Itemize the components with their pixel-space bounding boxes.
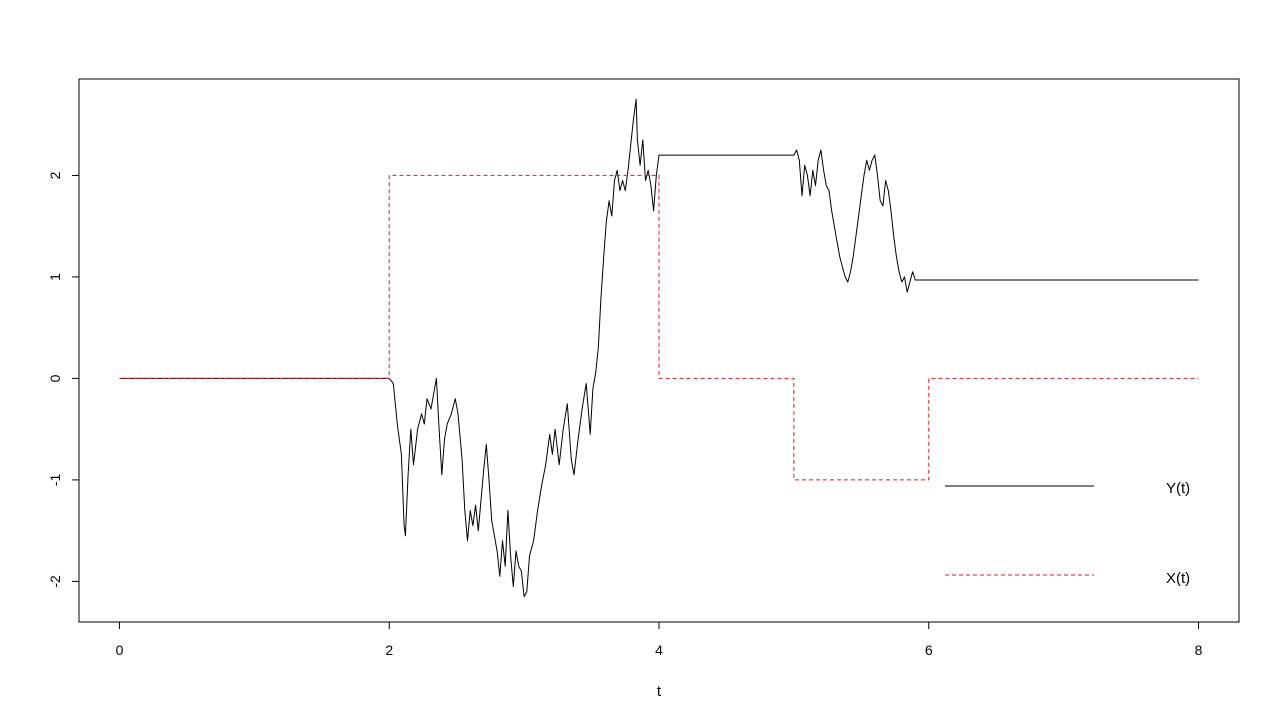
y-tick-label: -2 [47,575,63,588]
y-tick-label: -1 [47,473,63,486]
x-tick-label: 6 [925,642,933,658]
legend-label-y: Y(t) [1166,480,1190,497]
x-tick-label: 4 [655,642,663,658]
x-axis-label: t [657,683,662,700]
series-layer [119,98,1199,598]
x-tick-label: 2 [385,642,393,658]
y-tick-label: 0 [47,374,63,382]
x-axis: 0 2 4 6 8 [116,622,1203,658]
series-line-y [119,98,1199,598]
x-tick-label: 8 [1195,642,1203,658]
y-tick-label: 2 [47,171,63,179]
legend: Y(t) X(t) [945,480,1190,587]
series-line-x [119,174,1199,481]
y-tick-label: 1 [47,273,63,281]
x-tick-label: 0 [116,642,124,658]
y-axis: -2 -1 0 1 2 [47,171,79,588]
legend-label-x: X(t) [1166,570,1190,587]
